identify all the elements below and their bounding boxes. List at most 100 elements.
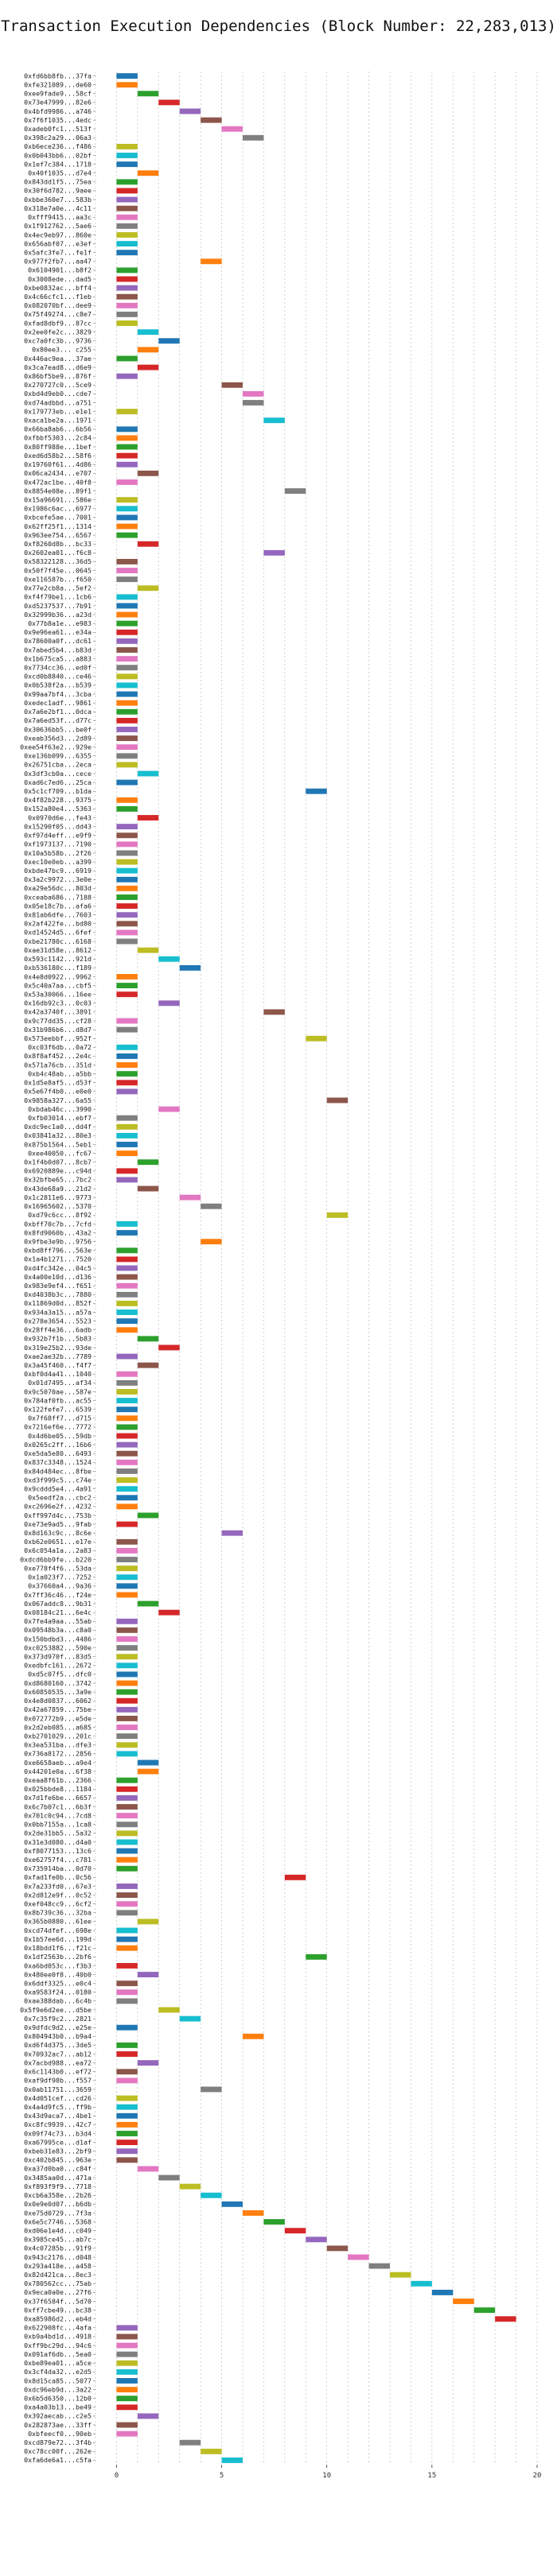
y-tick-label: 0x03841a32...80e3 (24, 1131, 92, 1139)
y-tick-label: 0x3485aa0d...471a (24, 2174, 92, 2182)
gantt-bar (116, 594, 138, 600)
gantt-bar (116, 452, 138, 459)
y-tick-label: 0xff9bc29d...94c6 (24, 2341, 92, 2349)
gantt-bar (116, 708, 138, 715)
y-tick-label: 0x84d484ec...8fbe (24, 1467, 92, 1475)
gantt-bar (116, 1777, 138, 1783)
x-tick-label: 20 (533, 2472, 542, 2480)
y-tick-label: 0x293a418e...a458 (24, 2262, 92, 2270)
gantt-bar (116, 1716, 138, 1721)
y-tick-label: 0xd14524d5...6fef (24, 929, 92, 937)
y-tick-label: 0xfd6bb8fb...37fa (24, 72, 92, 80)
gantt-bar (116, 1989, 138, 1996)
gantt-bar (116, 1221, 138, 1227)
y-tick-label: 0x2d812e9f...0c52 (24, 1891, 92, 1899)
gantt-bar (263, 549, 285, 556)
gantt-bar (116, 1574, 138, 1581)
gantt-bar (243, 400, 264, 405)
gantt-bar (116, 1998, 138, 2004)
gantt-bar (116, 974, 138, 980)
gantt-bar (137, 947, 159, 953)
gantt-bar (137, 1759, 159, 1766)
gantt-bar (137, 1159, 159, 1166)
gantt-bar (116, 1865, 138, 1872)
y-tick-label: 0x01d7495...af34 (28, 1379, 92, 1387)
gantt-bar (243, 134, 264, 141)
y-tick-label: 0x05e18c7b...afa6 (24, 902, 92, 910)
y-tick-label: 0xbf0d4a41...1040 (24, 1370, 92, 1378)
y-tick-label: 0xd4038b3c...7880 (24, 1290, 92, 1298)
y-tick-label: 0xa67995ce...d1af (24, 2138, 92, 2146)
y-tick-label: 0x2ee0fe2c...3829 (24, 328, 92, 336)
y-tick-label: 0x9fbe3e9b...9756 (24, 1237, 92, 1245)
gantt-bar (116, 1018, 138, 1024)
y-tick-label: 0x804943b0...b9a4 (24, 2032, 92, 2040)
y-tick-label: 0x1986c6ac...6977 (24, 505, 92, 513)
gantt-bar (137, 815, 159, 821)
y-tick-label: 0xee9fade9...58cf (24, 90, 92, 98)
y-tick-label: 0x42a67859...75be (24, 1705, 92, 1713)
gantt-bar (116, 373, 138, 379)
gantt-bar (116, 2325, 138, 2331)
gantt-bar (116, 1291, 138, 1298)
y-tick-label: 0x0e9e0d07...b6db (24, 2200, 92, 2208)
y-tick-label: 0x025bbde8...1184 (24, 1785, 92, 1793)
y-tick-label: 0xae31d58e...8612 (24, 946, 92, 954)
gantt-bar (179, 964, 201, 971)
y-tick-label: 0xec10e0eb...a399 (24, 858, 92, 866)
gantt-bar (116, 1371, 138, 1377)
gantt-bar (306, 788, 327, 794)
gantt-bar (116, 293, 138, 300)
gantt-bar (116, 1495, 138, 1501)
gantt-bar (116, 2342, 138, 2349)
y-tick-label: 0x932b7f1b...5b83 (24, 1335, 92, 1343)
y-tick-label: 0x9dfdc9d2...e25e (24, 2023, 92, 2031)
y-tick-label: 0x0bb7155a...1ca8 (24, 1821, 92, 1829)
gantt-bar (137, 1918, 159, 1925)
gantt-bar (116, 1724, 138, 1731)
gantt-bar (263, 417, 285, 424)
y-tick-label: 0x15290f05...dd43 (24, 822, 92, 830)
y-tick-label: 0x4f82b228...9375 (24, 796, 92, 804)
gantt-bar (116, 1389, 138, 1395)
y-tick-label: 0x10a5b58b...2f26 (24, 849, 92, 857)
y-tick-label: 0x150bdbd3...4486 (24, 1635, 92, 1643)
gantt-bar (116, 1282, 138, 1289)
gantt-bar (137, 1336, 159, 1342)
gantt-bar (158, 956, 180, 962)
gantt-bar (116, 1521, 138, 1527)
gantt-bar (116, 1547, 138, 1554)
gantt-bar (116, 691, 138, 697)
y-tick-label: 0x43d9aca7...4be1 (24, 2112, 92, 2120)
y-tick-label: 0x30636bb5...be0f (24, 725, 92, 733)
y-tick-label: 0xc8fc9939...42c7 (24, 2120, 92, 2128)
gantt-bar (116, 1892, 138, 1899)
gantt-bar (116, 1044, 138, 1050)
gantt-bar (116, 1053, 138, 1059)
y-tick-label: 0x3a2c9972...3e0e (24, 875, 92, 883)
gantt-bar (116, 2140, 138, 2146)
y-tick-label: 0xc402b845...963e (24, 2156, 92, 2164)
y-tick-label: 0x44201e0a...6f38 (24, 1767, 92, 1775)
gantt-bar (201, 117, 222, 123)
gantt-bar (201, 1203, 222, 1209)
gantt-bar (116, 1503, 138, 1510)
gantt-bar (116, 1477, 138, 1484)
y-tick-label: 0xb9a4bd1d...4918 (24, 2333, 92, 2341)
gantt-bar (116, 2112, 138, 2119)
y-tick-label: 0xb4c48ab...a5bb (28, 1069, 92, 1077)
gantt-bar (116, 620, 138, 627)
y-tick-label: 0x7a6e2bf1...0dca (24, 708, 92, 716)
gantt-bar (116, 241, 138, 247)
gantt-bar (116, 1618, 138, 1624)
y-tick-label: 0x8f8af452...2e4c (24, 1052, 92, 1060)
y-tick-label: 0x2af422fe...bd80 (24, 920, 92, 928)
gantt-bar (326, 1097, 349, 1104)
gantt-bar (116, 1115, 138, 1121)
gantt-bar (116, 506, 138, 512)
y-tick-label: 0x365b0880...61ee (24, 1918, 92, 1926)
y-tick-label: 0xdc9ec1a0...dd4f (24, 1123, 92, 1131)
gantt-bar (116, 1486, 138, 1492)
y-tick-label: 0x3a45f460...f4f7 (24, 1361, 92, 1369)
